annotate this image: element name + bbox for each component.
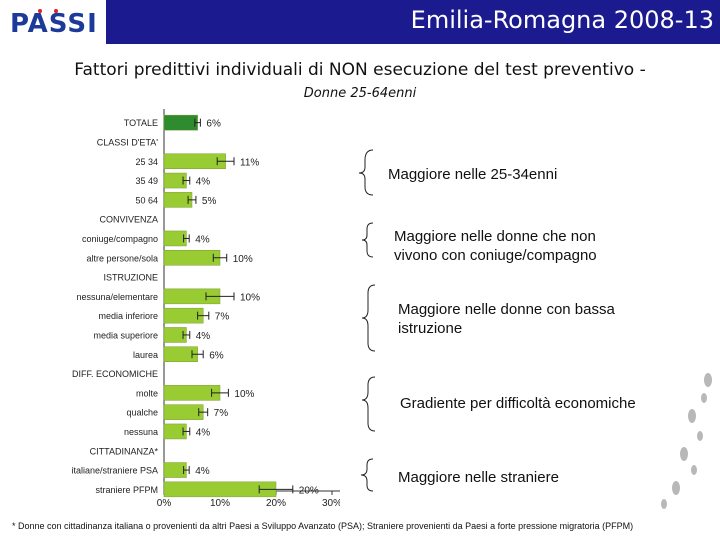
category-header: CLASSI D'ETA' [97, 137, 159, 147]
title-band: Emilia-Romagna 2008-13 [106, 0, 720, 44]
category-header: ISTRUZIONE [103, 273, 158, 283]
svg-text:PASSI: PASSI [10, 9, 98, 39]
note-economic: Gradiente per difficoltà economiche [400, 395, 636, 412]
data-label: 6% [206, 119, 221, 130]
bar [163, 230, 187, 247]
data-label: 11% [240, 157, 259, 168]
row-label: molte [136, 388, 158, 398]
bracket-education [361, 284, 376, 352]
footnote: * Donne con cittadinanza italiana o prov… [12, 521, 634, 531]
x-tick-label: 20% [266, 498, 286, 509]
row-label: coniuge/compagno [82, 234, 158, 244]
data-label: 4% [195, 234, 210, 245]
row-label: altre persone/sola [86, 253, 158, 263]
data-label: 4% [196, 177, 211, 188]
data-label: 10% [234, 389, 254, 400]
category-header: CITTADINANZA* [90, 446, 159, 456]
footprints-decoration [661, 373, 712, 509]
note-cohabitation: Maggiore nelle donne che non vivono con … [394, 228, 597, 264]
x-tick-label: 30% [322, 498, 340, 509]
data-label: 6% [209, 350, 224, 361]
row-label: media inferiore [98, 311, 158, 321]
data-label: 5% [202, 196, 217, 207]
note-citizenship: Maggiore nelle straniere [398, 469, 559, 486]
bar [163, 462, 187, 478]
row-label: nessuna/elementare [76, 292, 158, 302]
row-label: 25 34 [135, 157, 158, 167]
row-label: TOTALE [124, 118, 158, 128]
x-tick-label: 0% [157, 498, 172, 509]
row-label: qualche [126, 408, 158, 418]
row-label: straniere PFPM [95, 485, 158, 495]
passi-logo: PASSI [10, 9, 98, 39]
data-label: 7% [214, 408, 229, 419]
data-label: 4% [195, 466, 210, 477]
population-label: Donne 25-64enni [303, 86, 417, 101]
chart-subtitle: Fattori predittivi individuali di NON es… [74, 60, 646, 80]
data-label: 7% [215, 312, 230, 323]
row-label: 35 49 [135, 176, 158, 186]
data-label: 4% [196, 427, 211, 438]
row-label: italiane/straniere PSA [71, 466, 158, 476]
bracket-economic [361, 376, 376, 432]
row-label: media superiore [93, 330, 158, 340]
bar [163, 404, 204, 420]
data-label: 20% [299, 485, 319, 496]
category-header: DIFF. ECONOMICHE [72, 369, 158, 379]
data-label: 10% [240, 292, 260, 303]
bracket-cohabitation [361, 222, 374, 258]
row-label: laurea [133, 350, 158, 360]
x-tick-label: 10% [210, 498, 230, 509]
page-title: Emilia-Romagna 2008-13 [410, 6, 714, 34]
note-age: Maggiore nelle 25-34enni [388, 166, 558, 183]
category-header: CONVIVENZA [99, 215, 158, 225]
note-education: Maggiore nelle donne con bassa istruzion… [398, 301, 615, 337]
brackets-group [358, 149, 376, 492]
row-label: nessuna [124, 427, 158, 437]
row-label: 50 64 [135, 195, 158, 205]
data-label: 10% [233, 254, 253, 265]
data-label: 4% [196, 331, 211, 342]
bracket-citizenship [360, 458, 374, 492]
bar [163, 153, 226, 169]
bracket-age [358, 149, 374, 196]
header-bar: PASSI Emilia-Romagna 2008-13 [0, 0, 720, 44]
bar [163, 114, 198, 131]
bar [163, 250, 221, 266]
